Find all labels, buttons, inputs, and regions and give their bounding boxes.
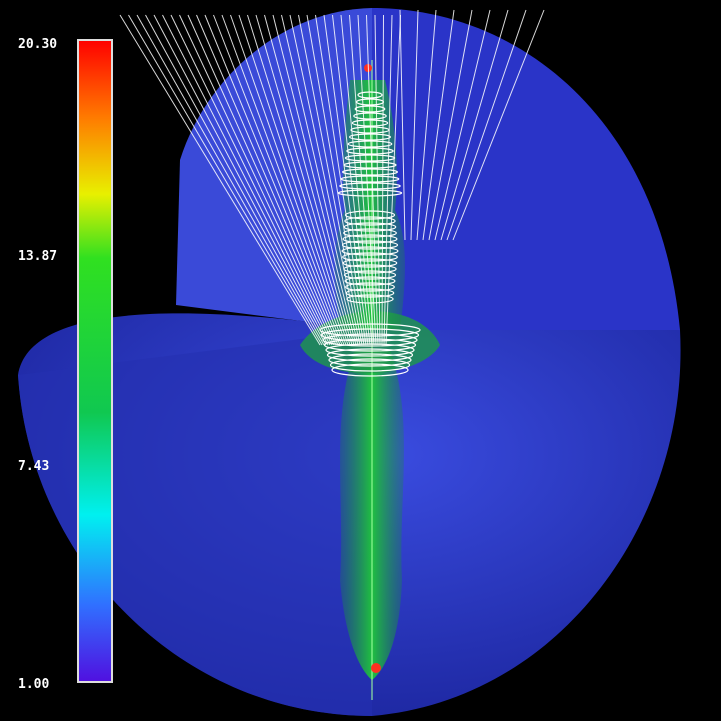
colorbar-label: 7.43 [18,459,49,474]
colorbar-label: 13.87 [18,249,57,264]
colorbar-label: 20.30 [18,37,57,52]
hotspot-bottom [371,663,381,673]
visualization: 20.30 13.87 7.43 1.00 [0,0,721,721]
colorbar-label: 1.00 [18,677,49,692]
colorbar [78,40,112,682]
page: 20.30 13.87 7.43 1.00 (() => { const dat… [0,0,721,721]
